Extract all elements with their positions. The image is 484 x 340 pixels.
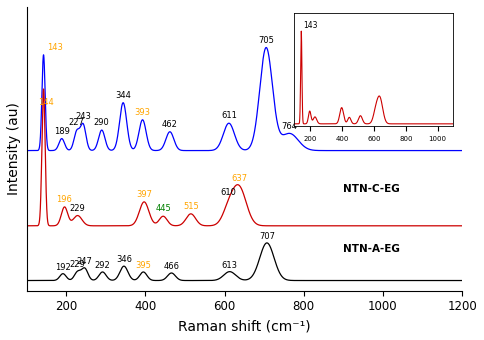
Text: 764: 764 [282,122,298,131]
Text: 344: 344 [115,91,131,100]
Text: 346: 346 [116,255,132,264]
Text: 395: 395 [136,261,151,270]
Text: 229: 229 [70,260,86,269]
Text: NTN-A-EG: NTN-A-EG [343,244,400,254]
Text: 397: 397 [136,190,152,199]
Text: 290: 290 [94,118,110,127]
Text: 143: 143 [46,43,62,52]
Text: 466: 466 [164,262,180,271]
Text: 144: 144 [38,98,54,107]
Text: 637: 637 [231,174,247,183]
X-axis label: Raman shift (cm⁻¹): Raman shift (cm⁻¹) [178,319,311,333]
Text: 705: 705 [258,36,274,45]
Text: 611: 611 [221,112,237,120]
Text: 229: 229 [70,204,86,213]
Text: 613: 613 [222,260,238,270]
Text: NTN-C-EG: NTN-C-EG [343,184,400,194]
Text: NTN-N-EG: NTN-N-EG [343,117,401,127]
Y-axis label: Intensity (au): Intensity (au) [7,102,21,195]
Text: 247: 247 [77,257,92,266]
Text: 515: 515 [183,202,199,211]
Text: 196: 196 [57,195,73,204]
Text: 462: 462 [162,120,178,129]
Text: 393: 393 [135,108,151,117]
Text: 227: 227 [69,118,85,127]
Text: 610: 610 [221,188,237,197]
Text: 192: 192 [55,262,71,272]
Text: 445: 445 [155,204,171,214]
Text: 292: 292 [95,261,110,270]
Text: 707: 707 [259,232,275,241]
Text: 189: 189 [54,127,70,136]
Text: 243: 243 [75,112,91,121]
